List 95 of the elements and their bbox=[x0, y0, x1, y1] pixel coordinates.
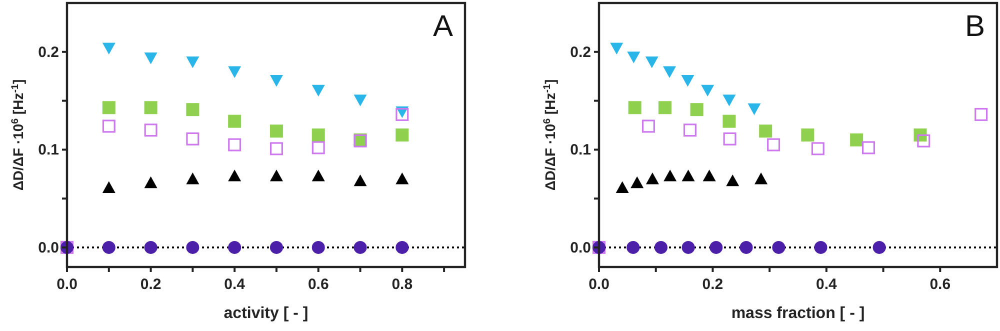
point bbox=[772, 240, 786, 254]
point bbox=[754, 172, 768, 184]
point bbox=[722, 114, 736, 128]
point bbox=[702, 170, 716, 182]
point bbox=[690, 103, 704, 116]
x-tick-label: 0.4 bbox=[816, 276, 838, 293]
point bbox=[228, 240, 242, 254]
y-tick-label: 0.0 bbox=[570, 239, 591, 256]
point bbox=[186, 56, 200, 68]
point bbox=[722, 94, 736, 106]
point bbox=[654, 240, 668, 254]
point bbox=[723, 132, 736, 146]
point bbox=[186, 240, 200, 254]
x-tick-label: 0.2 bbox=[140, 276, 162, 293]
y-tick-label: 0.1 bbox=[38, 142, 59, 159]
point bbox=[628, 101, 642, 114]
point bbox=[748, 103, 761, 116]
point bbox=[312, 141, 325, 154]
point bbox=[658, 101, 672, 114]
point bbox=[354, 174, 367, 186]
point bbox=[626, 240, 640, 254]
point bbox=[646, 172, 659, 184]
point bbox=[811, 142, 824, 156]
point bbox=[681, 75, 694, 87]
chart-title: A bbox=[432, 10, 453, 43]
x-tick-label: 0.8 bbox=[392, 276, 413, 293]
point bbox=[740, 240, 753, 254]
point bbox=[270, 170, 283, 182]
point bbox=[767, 138, 780, 152]
point bbox=[683, 124, 696, 137]
x-tick-label: 0.0 bbox=[56, 276, 78, 293]
point bbox=[144, 176, 158, 188]
point bbox=[354, 240, 367, 254]
y-tick-label: 0.2 bbox=[38, 44, 59, 61]
point bbox=[144, 101, 158, 114]
point bbox=[354, 94, 367, 106]
point bbox=[144, 52, 158, 64]
point bbox=[710, 240, 723, 254]
point bbox=[726, 174, 740, 186]
point bbox=[312, 170, 325, 182]
point bbox=[186, 132, 200, 146]
point bbox=[616, 181, 629, 193]
point bbox=[102, 240, 116, 254]
point bbox=[630, 176, 644, 188]
point bbox=[228, 114, 242, 128]
point bbox=[850, 133, 864, 146]
x-tick-label: 0.4 bbox=[224, 276, 246, 293]
point bbox=[312, 128, 325, 142]
point bbox=[228, 138, 242, 152]
point bbox=[228, 66, 242, 78]
point bbox=[102, 101, 116, 114]
point bbox=[270, 240, 283, 254]
point bbox=[663, 66, 676, 78]
point bbox=[396, 240, 409, 254]
point bbox=[228, 170, 242, 182]
point bbox=[312, 84, 325, 97]
point bbox=[645, 56, 658, 68]
point bbox=[862, 141, 876, 154]
point bbox=[396, 172, 409, 184]
point bbox=[682, 170, 695, 182]
point bbox=[664, 170, 677, 182]
point bbox=[312, 240, 325, 254]
point bbox=[814, 240, 828, 254]
point bbox=[701, 84, 714, 97]
y-tick-label: 0.0 bbox=[38, 239, 59, 256]
point bbox=[801, 128, 814, 142]
y-tick-label: 0.2 bbox=[570, 44, 591, 61]
x-tick-label: 0.6 bbox=[930, 276, 951, 293]
point bbox=[270, 124, 283, 138]
point bbox=[682, 240, 695, 254]
point bbox=[186, 103, 200, 116]
x-tick-label: 0.2 bbox=[702, 276, 724, 293]
point bbox=[270, 142, 283, 156]
point bbox=[144, 124, 158, 137]
y-tick-label: 0.1 bbox=[570, 142, 591, 159]
point bbox=[610, 42, 624, 54]
point bbox=[396, 108, 409, 121]
point bbox=[102, 181, 116, 193]
x-axis-title: activity [ - ] bbox=[224, 305, 308, 322]
x-axis-title: mass fraction [ - ] bbox=[731, 305, 865, 322]
point bbox=[270, 75, 283, 87]
point bbox=[186, 172, 200, 184]
chart-title: B bbox=[964, 10, 985, 43]
x-tick-label: 0.6 bbox=[308, 276, 329, 293]
point bbox=[872, 240, 886, 254]
point bbox=[102, 42, 116, 54]
point bbox=[396, 128, 409, 142]
point bbox=[627, 52, 640, 64]
point bbox=[917, 134, 930, 148]
point bbox=[974, 108, 988, 121]
point bbox=[759, 124, 772, 138]
point bbox=[642, 120, 655, 133]
point bbox=[102, 120, 116, 133]
point bbox=[144, 240, 158, 254]
x-tick-label: 0.0 bbox=[588, 276, 610, 293]
